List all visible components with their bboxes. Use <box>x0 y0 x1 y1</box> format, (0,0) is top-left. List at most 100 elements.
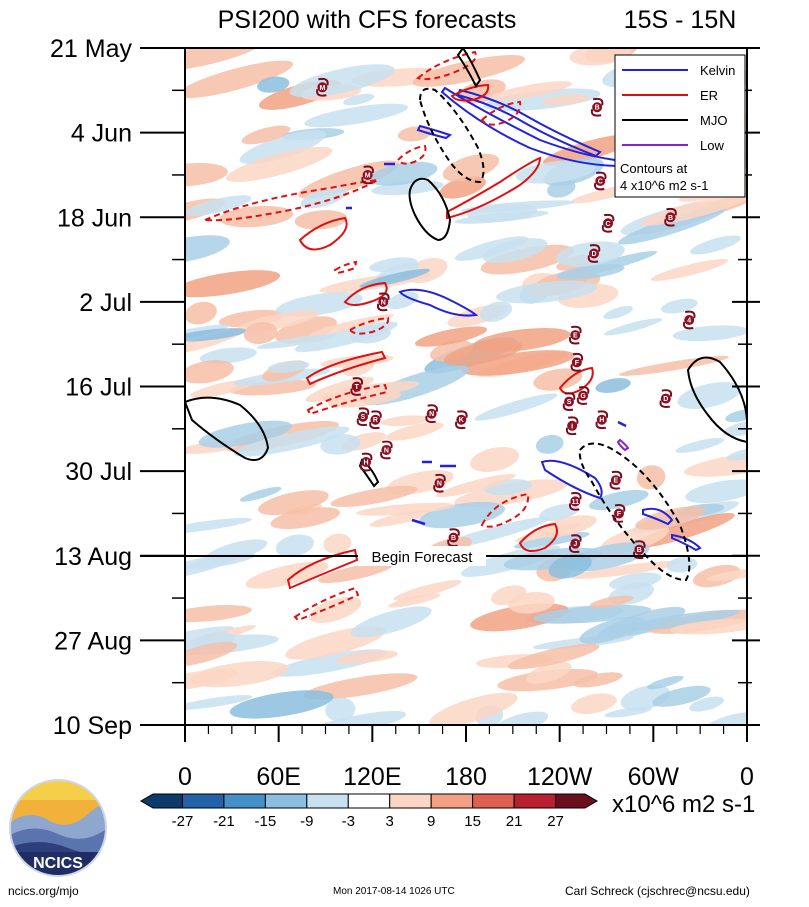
anomaly-patch <box>239 486 282 502</box>
storm-arm-bottom <box>568 545 580 554</box>
anomaly-patch <box>343 93 375 106</box>
storm-label: B <box>451 535 456 542</box>
chart-title: PSI200 with CFS forecasts <box>218 6 517 34</box>
x-tick-label: 60W <box>628 763 680 791</box>
colorbar-swatch <box>223 793 266 809</box>
storm-eye <box>570 538 581 549</box>
anomaly-patch <box>185 235 230 264</box>
anomaly-patch <box>503 547 603 571</box>
anomaly-patch <box>595 378 631 393</box>
anomaly-patch <box>442 153 500 182</box>
storm-arm-bottom <box>632 551 644 560</box>
er-contour <box>396 144 427 165</box>
y-tick-label: 30 Jul <box>65 458 132 486</box>
mjo-contour <box>408 177 452 242</box>
storm-label: D <box>663 396 668 403</box>
storm-label: H <box>599 417 604 424</box>
storm-arm-bottom <box>593 182 605 191</box>
x-tick-label: 180 <box>445 763 487 791</box>
footer-left: ncics.org/mjo <box>8 884 79 898</box>
colorbar-label: -9 <box>300 813 313 830</box>
anomaly-patch <box>470 447 519 473</box>
anomaly-patch <box>684 451 747 477</box>
anomaly-patch <box>308 596 362 623</box>
contour-lines <box>185 48 747 622</box>
storm-arm-top <box>318 77 329 86</box>
anomaly-patch <box>275 292 363 317</box>
anomaly-patch <box>589 595 634 608</box>
anomaly-patch <box>325 697 356 722</box>
anomaly-patch <box>573 672 623 688</box>
anomaly-patch <box>245 561 329 589</box>
storm-label: R <box>373 417 378 424</box>
storm-marker: D <box>587 244 601 263</box>
storm-arm-top <box>614 504 626 512</box>
storm-arm-top <box>571 534 582 542</box>
anomaly-patch <box>185 60 294 99</box>
storm-label: F <box>617 511 622 518</box>
storm-marker: N <box>380 440 393 460</box>
colorbar-label: -3 <box>342 813 355 830</box>
anomaly-patch <box>386 291 419 310</box>
anomaly-patch <box>652 685 711 707</box>
anomaly-patch <box>385 422 444 441</box>
storm-arm-bottom <box>380 451 391 460</box>
colorbar-swatch <box>264 793 308 809</box>
x-tick-label: 120E <box>343 763 401 791</box>
anomaly-patch <box>267 360 310 373</box>
storm-eye <box>570 496 581 507</box>
storm-marker: C <box>593 171 607 191</box>
storm-marker: I <box>565 416 579 436</box>
storm-eye <box>567 420 578 431</box>
legend-note-line1: Contours at <box>620 161 688 176</box>
anomaly-patch <box>323 533 352 554</box>
footer-timestamp: Mon 2017-08-14 1026 UTC <box>333 886 455 897</box>
colorbar-swatch <box>306 793 349 809</box>
anomaly-patch <box>618 355 729 376</box>
storm-arm-top <box>564 392 576 400</box>
legend-label: MJO <box>700 113 727 128</box>
storm-label: I <box>571 423 573 430</box>
er-contour <box>518 522 558 553</box>
colorbar-swatch <box>513 793 557 809</box>
storm-arm-bottom <box>425 415 436 424</box>
anomaly-patch <box>588 489 649 511</box>
storm-arm-top <box>352 377 364 385</box>
er-contour <box>305 350 387 386</box>
anomaly-patch <box>670 618 747 635</box>
mjo-contour <box>578 442 691 582</box>
anomaly-patch <box>672 325 747 342</box>
anomaly-patch <box>414 326 488 347</box>
er-contour <box>333 260 358 275</box>
y-tick-label: 2 Jul <box>79 289 132 317</box>
x-tick-label: 60E <box>256 763 300 791</box>
storm-marker: G <box>576 386 590 405</box>
storm-marker: B <box>590 97 604 117</box>
er-contour <box>480 492 530 528</box>
anomaly-patch <box>570 561 680 579</box>
anomaly-patch <box>690 235 741 255</box>
storm-arm-top <box>382 440 393 449</box>
storm-eye <box>589 248 600 259</box>
anomaly-patch <box>508 591 555 614</box>
storm-eye <box>684 315 695 326</box>
storm-arm-bottom <box>595 421 606 430</box>
storm-eye <box>595 175 606 186</box>
storm-arm-bottom <box>609 481 621 490</box>
storm-eye <box>610 475 621 486</box>
storm-arm-top <box>596 171 607 180</box>
storm-arm-top <box>589 244 601 252</box>
anomaly-patch <box>185 553 239 580</box>
storm-marker: S <box>356 407 370 427</box>
anomaly-patch <box>275 316 337 344</box>
storm-eye <box>613 508 624 519</box>
storm-marker: M <box>316 77 329 97</box>
legend-box <box>614 54 746 198</box>
storm-arm-bottom <box>568 503 580 511</box>
storm-eye <box>351 381 362 392</box>
anomaly-patch <box>185 695 253 710</box>
colorbar-swatch <box>430 793 474 809</box>
er-contour <box>415 50 477 81</box>
